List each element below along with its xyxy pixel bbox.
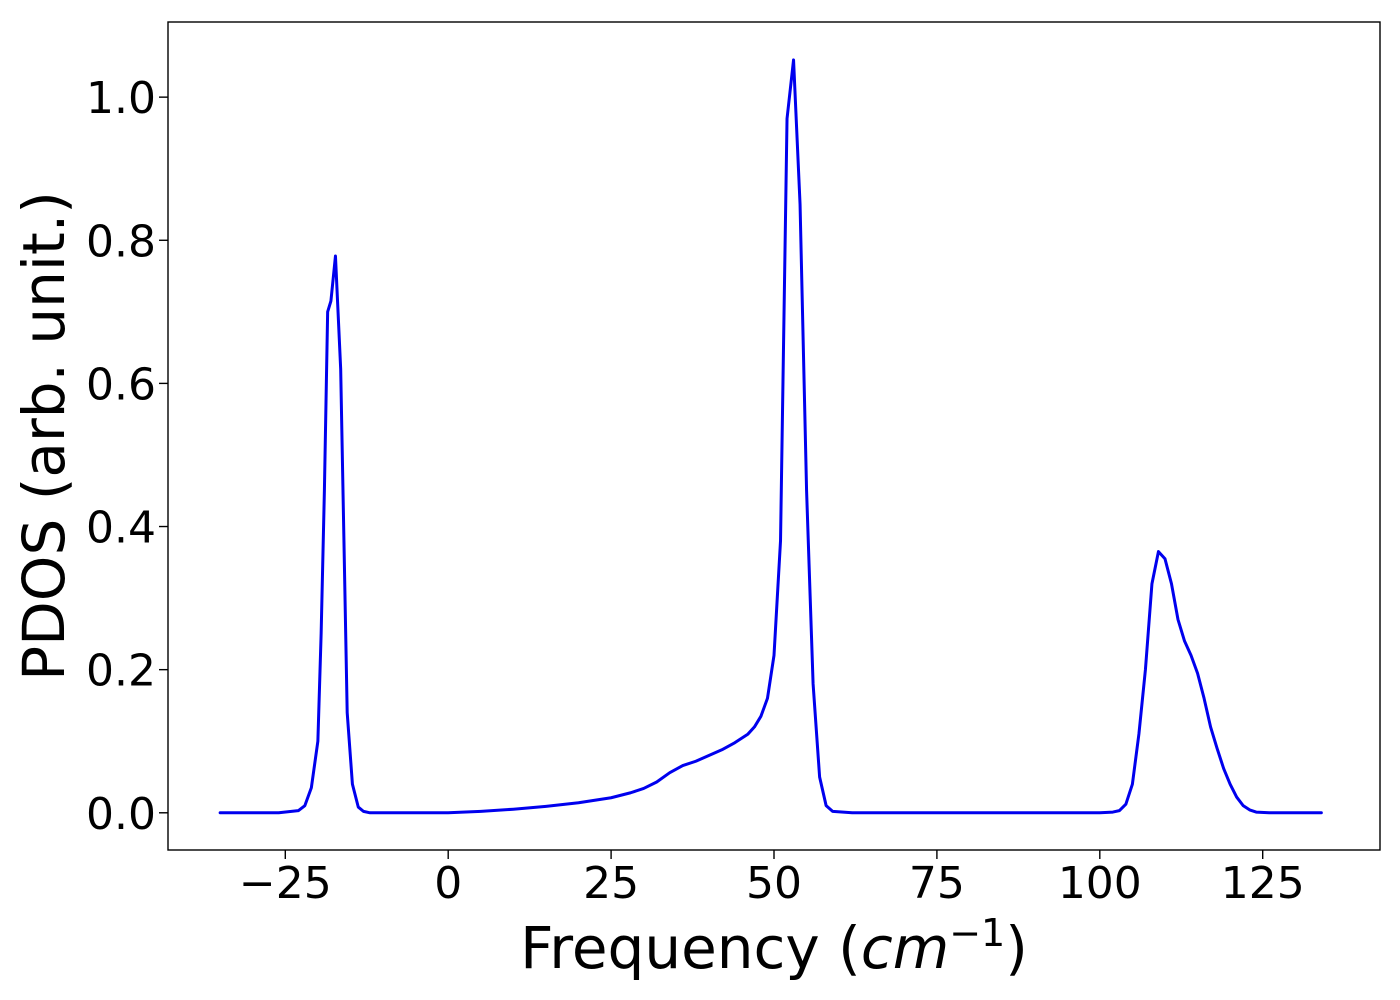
x-tick-label: 75 [909, 858, 965, 909]
y-tick-label: 0.4 [86, 503, 156, 554]
y-tick-label: 0.6 [86, 359, 156, 410]
plot-frame [167, 21, 1381, 851]
y-tick-label: 1.0 [86, 73, 156, 124]
x-tick-label: 25 [583, 858, 639, 909]
x-tick-label: −25 [239, 858, 332, 909]
x-tick-label: 0 [434, 858, 462, 909]
y-ticks: 0.0 0.2 0.4 0.6 0.8 1.0 [86, 73, 168, 840]
x-axis-label: Frequency (cm−1) [520, 911, 1028, 982]
series-line-0 [218, 58, 1323, 815]
y-tick-label: 0.8 [86, 216, 156, 267]
x-ticks: −25 0 25 50 75 100 125 [239, 850, 1305, 909]
y-tick-label: 0.0 [86, 789, 156, 840]
x-tick-label: 125 [1221, 858, 1305, 909]
y-tick-label: 0.2 [86, 646, 156, 697]
y-axis-label: PDOS (arb. unit.) [10, 191, 78, 681]
x-tick-label: 100 [1058, 858, 1142, 909]
x-tick-label: 50 [746, 858, 802, 909]
plot-background [168, 22, 1380, 850]
series-layer [218, 58, 1323, 815]
